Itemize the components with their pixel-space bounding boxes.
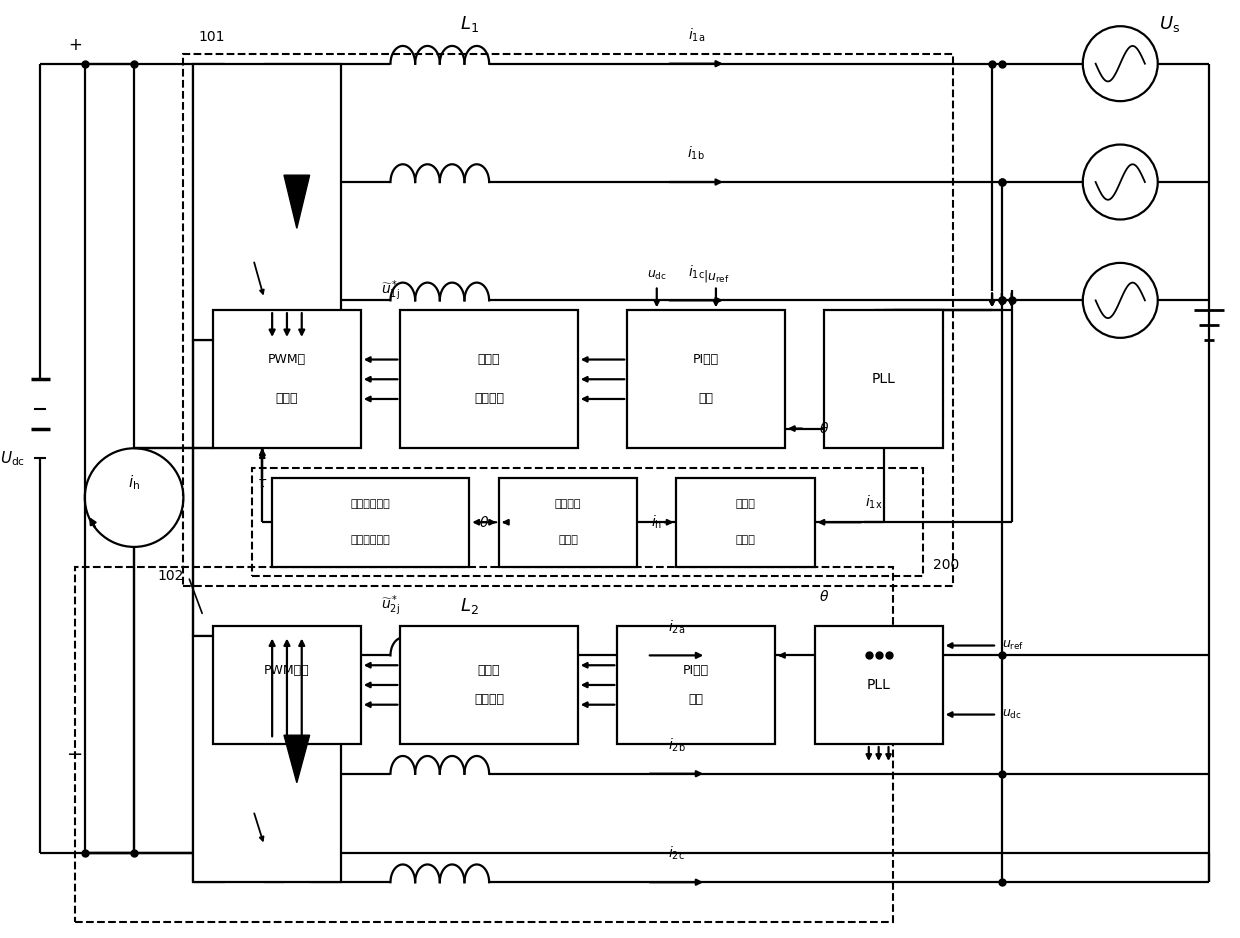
Text: PLL: PLL bbox=[872, 372, 895, 386]
Text: $U_{\rm s}$: $U_{\rm s}$ bbox=[1159, 14, 1180, 34]
Text: $i_{\rm 1b}$: $i_{\rm 1b}$ bbox=[687, 144, 706, 162]
Text: −: − bbox=[67, 745, 83, 764]
Text: 内环控制: 内环控制 bbox=[474, 392, 505, 405]
Text: PWM调: PWM调 bbox=[268, 353, 306, 366]
Bar bbox=[272, 477, 470, 567]
Bar bbox=[401, 626, 578, 744]
Text: $i_{\rm 1c}$: $i_{\rm 1c}$ bbox=[688, 264, 704, 280]
Bar bbox=[74, 567, 894, 922]
Text: $i_{\rm h}$: $i_{\rm h}$ bbox=[651, 513, 662, 531]
Text: $|u_{\rm ref}$: $|u_{\rm ref}$ bbox=[703, 267, 729, 283]
Text: 制模块: 制模块 bbox=[275, 392, 298, 405]
Polygon shape bbox=[284, 175, 310, 228]
Text: 控制: 控制 bbox=[698, 392, 713, 405]
Text: $\theta$: $\theta$ bbox=[479, 515, 490, 530]
Bar bbox=[618, 626, 775, 744]
Bar bbox=[627, 310, 785, 448]
Bar bbox=[213, 310, 361, 448]
Text: $\tau$: $\tau$ bbox=[257, 476, 268, 490]
Bar bbox=[184, 53, 952, 586]
Bar bbox=[253, 468, 923, 577]
Text: 取模块: 取模块 bbox=[558, 535, 578, 545]
Bar bbox=[825, 310, 942, 448]
Text: PI外环: PI外环 bbox=[683, 664, 709, 676]
Text: +: + bbox=[68, 36, 82, 53]
Bar bbox=[213, 626, 361, 744]
Text: $i_{\rm 2a}$: $i_{\rm 2a}$ bbox=[668, 618, 684, 636]
Text: $i_{\rm 2b}$: $i_{\rm 2b}$ bbox=[667, 736, 686, 754]
Bar bbox=[193, 64, 341, 340]
Text: 无差拍: 无差拍 bbox=[477, 353, 501, 366]
Text: 200: 200 bbox=[932, 557, 960, 571]
Text: $u_{\rm ref}$: $u_{\rm ref}$ bbox=[1002, 639, 1024, 652]
Text: PWM调制: PWM调制 bbox=[264, 664, 310, 676]
Bar bbox=[498, 477, 637, 567]
Text: $\theta$: $\theta$ bbox=[820, 421, 830, 436]
Text: 载波补偿延时: 载波补偿延时 bbox=[351, 500, 391, 509]
Text: 取模块: 取模块 bbox=[735, 535, 755, 545]
Text: $\theta$: $\theta$ bbox=[820, 589, 830, 604]
Text: 相位差获: 相位差获 bbox=[554, 500, 582, 509]
Bar bbox=[401, 310, 578, 448]
Text: $u_{\rm dc}$: $u_{\rm dc}$ bbox=[1002, 708, 1022, 721]
Bar bbox=[677, 477, 815, 567]
Text: PI外环: PI外环 bbox=[693, 353, 719, 366]
Text: $i_{\rm 1x}$: $i_{\rm 1x}$ bbox=[866, 493, 883, 511]
Text: 内环控制: 内环控制 bbox=[474, 693, 505, 706]
Text: $U_{\rm dc}$: $U_{\rm dc}$ bbox=[0, 448, 26, 467]
Bar bbox=[193, 636, 341, 883]
Text: $u_{\rm dc}$: $u_{\rm dc}$ bbox=[647, 269, 667, 282]
Text: 无差拍: 无差拍 bbox=[477, 664, 501, 676]
Text: 时间获取模块: 时间获取模块 bbox=[351, 535, 391, 545]
Text: $i_{\rm h}$: $i_{\rm h}$ bbox=[128, 474, 140, 492]
Text: PLL: PLL bbox=[867, 678, 890, 692]
Bar bbox=[815, 626, 942, 744]
Text: $L_1$: $L_1$ bbox=[460, 14, 479, 34]
Text: $L_2$: $L_2$ bbox=[460, 596, 479, 616]
Text: 控制: 控制 bbox=[688, 693, 704, 706]
Text: $\widetilde{u}^*_{\rm 1j}$: $\widetilde{u}^*_{\rm 1j}$ bbox=[381, 279, 401, 303]
Polygon shape bbox=[284, 735, 310, 782]
Text: $i_{\rm 1a}$: $i_{\rm 1a}$ bbox=[688, 26, 704, 44]
Text: $i_{\rm 2c}$: $i_{\rm 2c}$ bbox=[668, 845, 684, 862]
Text: 101: 101 bbox=[198, 30, 224, 44]
Text: 102: 102 bbox=[157, 569, 184, 583]
Text: $\widetilde{u}^*_{\rm 2j}$: $\widetilde{u}^*_{\rm 2j}$ bbox=[381, 594, 401, 618]
Text: 环流获: 环流获 bbox=[735, 500, 755, 509]
